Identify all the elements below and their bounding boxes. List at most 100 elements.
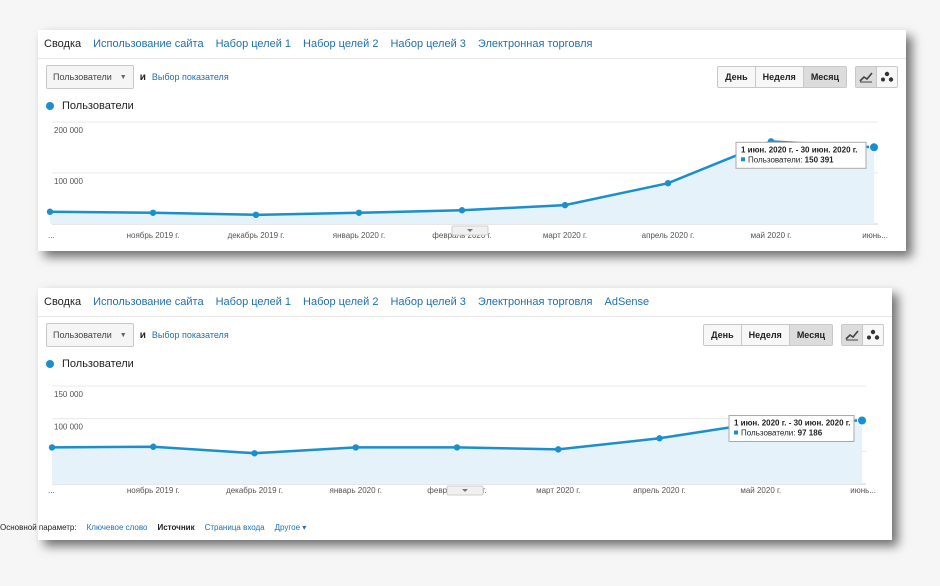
metric-select-value: Пользователи: [53, 72, 112, 82]
data-point[interactable]: [656, 435, 663, 442]
data-point[interactable]: [251, 450, 258, 457]
data-point[interactable]: [857, 415, 867, 426]
tab-goal-set-2[interactable]: Набор целей 2: [303, 296, 379, 308]
day-button[interactable]: День: [718, 67, 756, 87]
report-panel-bottom: Сводка Использование сайта Набор целей 1…: [38, 288, 892, 540]
y-tick-label: 100 000: [54, 423, 83, 432]
series-area: [52, 420, 862, 484]
tab-adsense[interactable]: AdSense: [604, 296, 650, 308]
period-toggle: День Неделя Месяц: [703, 324, 833, 346]
tab-ecommerce[interactable]: Электронная торговля: [477, 296, 593, 308]
data-point[interactable]: [352, 444, 359, 451]
month-button[interactable]: Месяц: [803, 67, 846, 87]
chevron-down-icon: ▼: [119, 331, 127, 339]
x-tick-label: январь 2020 г.: [330, 486, 382, 495]
series-area: [50, 141, 874, 224]
x-tick-label: апрель 2020 г.: [633, 486, 686, 495]
dimension-landing-page-link[interactable]: Страница входа: [204, 522, 265, 532]
tab-goal-set-1[interactable]: Набор целей 1: [215, 296, 292, 308]
x-tick-label: июнь...: [850, 486, 876, 495]
dimension-other-label: Другое: [274, 522, 301, 532]
tab-goal-set-1[interactable]: Набор целей 1: [215, 38, 292, 50]
data-point[interactable]: [48, 444, 56, 451]
x-tick-label: ...: [48, 231, 55, 240]
data-point[interactable]: [252, 211, 260, 219]
y-tick-label: 100 000: [54, 177, 83, 186]
report-panel-top: Сводка Использование сайта Набор целей 1…: [38, 30, 906, 251]
report-tabs: Сводка Использование сайта Набор целей 1…: [38, 30, 906, 59]
tab-goal-set-3[interactable]: Набор целей 3: [390, 38, 466, 50]
period-toggle: День Неделя Месяц: [717, 66, 847, 88]
dimension-other-dropdown[interactable]: Другое ▾: [275, 523, 307, 532]
motion-chart-icon[interactable]: [877, 67, 897, 87]
metric-select[interactable]: Пользователи ▼: [46, 323, 134, 347]
y-tick-label: 150 000: [54, 390, 83, 399]
chevron-down-icon: ▾: [302, 522, 307, 532]
chart-type-toggle: [841, 324, 884, 346]
dimension-keyword-link[interactable]: Ключевое слово: [86, 522, 148, 532]
tab-goal-set-3[interactable]: Набор целей 3: [390, 296, 466, 308]
tooltip-box: [735, 141, 867, 169]
tab-summary[interactable]: Сводка: [44, 38, 82, 50]
data-point[interactable]: [458, 207, 466, 214]
tooltip-value: Пользователи: 150 391: [748, 155, 834, 164]
data-point[interactable]: [149, 209, 157, 216]
data-point[interactable]: [869, 142, 879, 153]
primary-dimension-bar: Основной параметр: Ключевое слово Источн…: [0, 520, 316, 534]
line-chart-icon[interactable]: [842, 325, 863, 345]
tooltip-series-value: 97 186: [798, 429, 823, 438]
tab-goal-set-2[interactable]: Набор целей 2: [303, 38, 379, 50]
and-label: и: [139, 71, 146, 83]
metric-select-value: Пользователи: [53, 330, 112, 340]
x-tick-label: декабрь 2019 г.: [226, 486, 283, 495]
data-point[interactable]: [453, 444, 461, 451]
tooltip-series-value: 150 391: [805, 155, 834, 164]
data-point[interactable]: [355, 209, 363, 216]
pick-metric-link[interactable]: Выбор показателя: [151, 330, 229, 340]
data-point[interactable]: [555, 446, 562, 453]
data-point[interactable]: [664, 180, 672, 187]
day-button[interactable]: День: [704, 325, 742, 345]
week-button[interactable]: Неделя: [755, 67, 804, 87]
chevron-down-icon: ▼: [119, 73, 127, 81]
data-point[interactable]: [150, 443, 157, 450]
x-tick-label: апрель 2020 г.: [642, 231, 695, 240]
x-tick-label: январь 2020 г.: [333, 231, 385, 240]
chart-legend: Пользователи: [46, 358, 134, 370]
line-chart-icon[interactable]: [856, 67, 877, 87]
tooltip-series-marker: [734, 430, 738, 435]
dimension-source[interactable]: Источник: [157, 522, 195, 532]
data-point[interactable]: [46, 208, 54, 215]
chart-legend: Пользователи: [46, 100, 134, 112]
legend-marker: [46, 102, 54, 110]
chart-controls: Пользователи ▼ и Выбор показателя День Н…: [46, 323, 884, 347]
tab-ecommerce[interactable]: Электронная торговля: [477, 38, 593, 50]
motion-chart-icon[interactable]: [863, 325, 883, 345]
tab-site-usage[interactable]: Использование сайта: [93, 38, 204, 50]
tooltip-value: Пользователи: 97 186: [741, 429, 823, 438]
week-button[interactable]: Неделя: [741, 325, 790, 345]
tab-summary[interactable]: Сводка: [44, 296, 82, 308]
metric-select[interactable]: Пользователи ▼: [46, 65, 134, 89]
x-tick-label: март 2020 г.: [536, 486, 580, 495]
month-button[interactable]: Месяц: [789, 325, 832, 345]
chevron-down-icon: [462, 489, 468, 492]
x-tick-label: май 2020 г.: [751, 231, 792, 240]
users-chart[interactable]: 200 000 100 000... ноябрь 2019 г. декабрь 2…: [38, 114, 906, 251]
chart-controls: Пользователи ▼ и Выбор показателя День Н…: [46, 65, 898, 89]
tab-site-usage[interactable]: Использование сайта: [93, 296, 204, 308]
y-tick-label: 200 000: [54, 126, 83, 135]
users-chart-svg: 200 000 100 000... ноябрь 2019 г. декабрь 2…: [46, 121, 888, 240]
pick-metric-link[interactable]: Выбор показателя: [151, 72, 229, 82]
tooltip-range: 1 июн. 2020 г. - 30 июн. 2020 г.: [734, 419, 851, 428]
x-tick-label: декабрь 2019 г.: [228, 231, 285, 240]
and-label: и: [139, 329, 146, 341]
tooltip-series-label: Пользователи:: [741, 429, 798, 438]
data-point[interactable]: [561, 201, 569, 209]
legend-marker: [46, 360, 54, 368]
x-tick-label: март 2020 г.: [543, 231, 587, 240]
tooltip-box: [728, 415, 855, 443]
x-tick-label: июнь...: [862, 231, 888, 240]
